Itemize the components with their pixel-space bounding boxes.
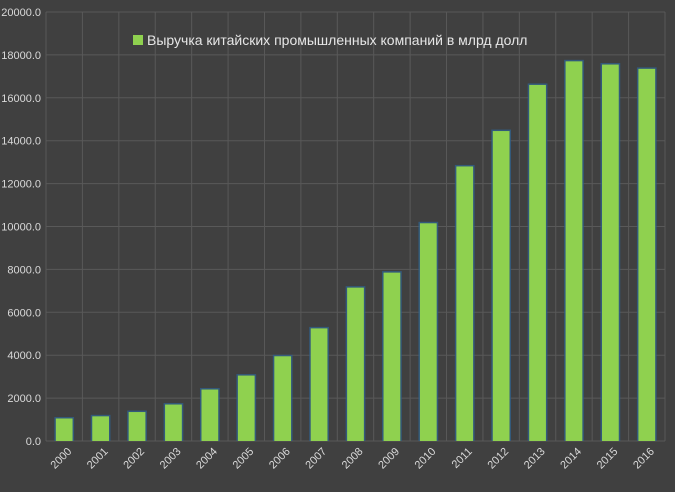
y-tick-label: 18000.0 xyxy=(1,50,41,62)
x-tick-label: 2000 xyxy=(49,446,75,472)
bar xyxy=(602,64,619,442)
x-axis-ticks: 2000 2001 2002 2003 2004 2005 2006 2007 2008 2009… xyxy=(49,446,657,472)
x-tick-label: 2002 xyxy=(121,446,147,472)
y-tick-label: 10000.0 xyxy=(1,222,41,234)
bar xyxy=(237,375,255,441)
y-tick-label: 20000.0 xyxy=(1,7,41,19)
bar xyxy=(638,68,656,441)
bars xyxy=(54,59,657,442)
y-tick-label: 4000.0 xyxy=(7,350,41,362)
x-tick-label: 2009 xyxy=(376,446,402,472)
x-tick-label: 2007 xyxy=(303,446,329,472)
bar xyxy=(347,287,364,441)
y-tick-label: 0.0 xyxy=(26,436,41,448)
bar xyxy=(274,356,292,441)
bar xyxy=(565,61,583,442)
x-tick-label: 2008 xyxy=(340,446,366,472)
bar xyxy=(456,166,474,441)
x-tick-label: 2012 xyxy=(485,446,511,472)
x-tick-label: 2001 xyxy=(85,446,111,472)
bar xyxy=(383,272,401,441)
gridlines xyxy=(45,11,666,442)
x-tick-label: 2015 xyxy=(595,446,621,472)
x-tick-label: 2004 xyxy=(194,446,220,472)
bar xyxy=(492,131,510,442)
bar xyxy=(55,418,73,441)
bar xyxy=(529,84,546,442)
x-tick-label: 2003 xyxy=(158,446,184,472)
y-tick-label: 8000.0 xyxy=(7,264,41,276)
y-tick-label: 16000.0 xyxy=(1,93,41,105)
y-tick-label: 2000.0 xyxy=(7,393,41,405)
bar xyxy=(201,389,219,441)
x-tick-label: 2016 xyxy=(631,446,657,472)
legend-label: Выручка китайских промышленных компаний … xyxy=(147,32,528,48)
bar xyxy=(165,404,182,441)
x-tick-label: 2014 xyxy=(558,446,584,472)
x-tick-label: 2006 xyxy=(267,446,293,472)
x-tick-label: 2010 xyxy=(413,446,439,472)
y-axis-ticks: 0.0 2000.0 4000.0 6000.0 8000.0 10000.0 12000.… xyxy=(1,7,41,448)
bar xyxy=(128,412,146,441)
legend: Выручка китайских промышленных компаний … xyxy=(133,32,527,48)
x-tick-label: 2013 xyxy=(522,446,548,472)
y-tick-label: 14000.0 xyxy=(1,136,41,148)
y-tick-label: 12000.0 xyxy=(1,179,41,191)
y-tick-label: 6000.0 xyxy=(7,307,41,319)
x-tick-label: 2011 xyxy=(450,446,475,471)
bar xyxy=(310,328,328,441)
x-tick-label: 2005 xyxy=(231,446,257,472)
legend-swatch xyxy=(133,35,143,45)
bar xyxy=(419,223,437,441)
bar xyxy=(92,416,109,441)
